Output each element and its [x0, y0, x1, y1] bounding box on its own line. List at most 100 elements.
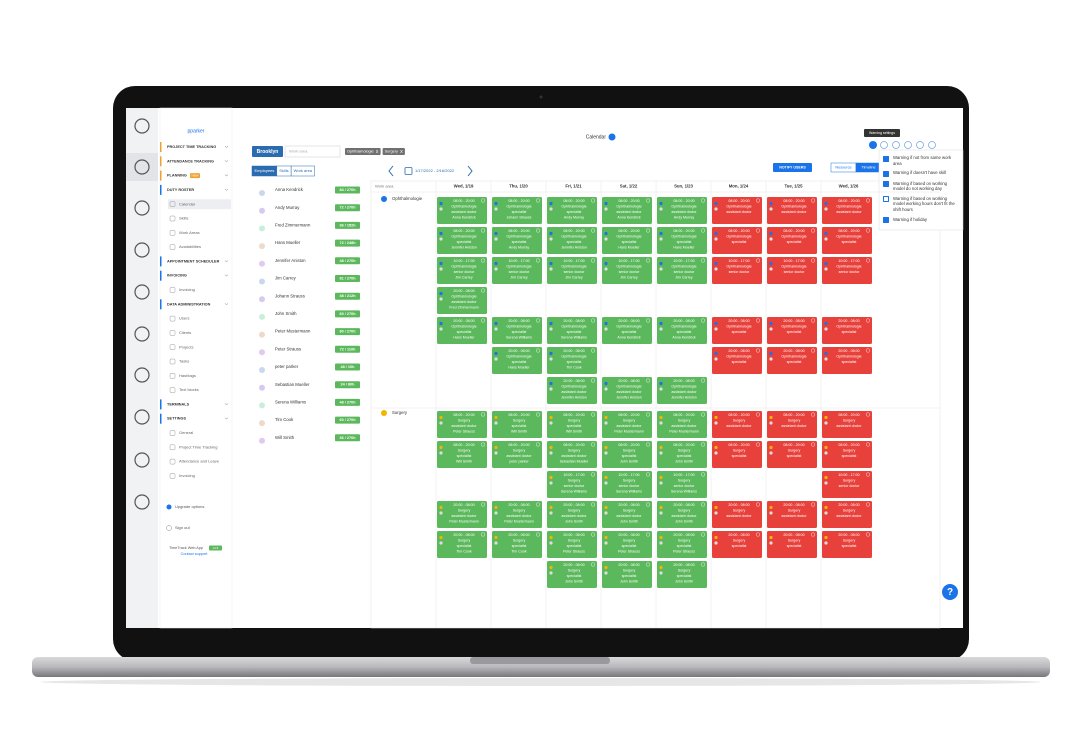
shift[interactable] [822, 471, 872, 498]
shift[interactable] [437, 531, 487, 558]
nav-section[interactable]: APPOINTMENT SCHEDULER [167, 259, 220, 263]
employee-name[interactable]: John Smith [275, 311, 297, 316]
shift[interactable] [602, 531, 652, 558]
sidebar-icon[interactable] [134, 200, 150, 216]
nav-section[interactable]: ATTENDANCE TRACKING [167, 159, 214, 163]
nav-item[interactable]: Tasks [179, 359, 189, 364]
shift[interactable] [437, 197, 487, 224]
shift[interactable] [822, 197, 872, 224]
shift[interactable] [657, 561, 707, 588]
filter-chip[interactable] [345, 148, 381, 155]
nav-item[interactable]: Projects [179, 344, 193, 349]
shift[interactable] [767, 257, 817, 284]
toolbar-icon[interactable] [916, 141, 924, 149]
upgrade-link[interactable]: Upgrade options [175, 504, 204, 509]
chip-close[interactable] [375, 149, 379, 154]
toolbar-icon[interactable] [928, 141, 936, 149]
sidebar-icon[interactable] [134, 284, 150, 300]
shift[interactable] [657, 227, 707, 254]
shift[interactable] [657, 377, 707, 404]
nav-item[interactable]: Work Areas [179, 230, 200, 235]
warning-item[interactable]: Warning if based on working model do not… [883, 181, 959, 192]
filter-chip[interactable] [382, 148, 405, 155]
shift[interactable] [602, 411, 652, 438]
sidebar-icon[interactable] [134, 452, 150, 468]
work-area-input[interactable] [284, 145, 341, 158]
shift[interactable] [712, 257, 762, 284]
notify-button[interactable] [773, 163, 812, 172]
warning-settings-icon[interactable] [869, 141, 877, 149]
employee-name[interactable]: Tim Cook [275, 417, 294, 422]
shift[interactable] [712, 197, 762, 224]
shift[interactable] [602, 501, 652, 528]
shift[interactable] [767, 501, 817, 528]
shift[interactable] [437, 227, 487, 254]
nav-item[interactable]: Skills [179, 216, 188, 221]
toolbar-icon[interactable] [892, 141, 900, 149]
shift[interactable] [547, 501, 597, 528]
employee-name[interactable]: Jennifer Aniston [275, 258, 306, 263]
shift[interactable] [822, 441, 872, 468]
shift[interactable] [602, 471, 652, 498]
nav-item[interactable]: Calendar [179, 201, 196, 206]
checkbox[interactable] [883, 181, 889, 188]
shift[interactable] [492, 227, 542, 254]
shift[interactable] [767, 441, 817, 468]
shift[interactable] [492, 347, 542, 374]
shift[interactable] [657, 257, 707, 284]
shift[interactable] [602, 257, 652, 284]
employee-name[interactable]: Johann Strauss [275, 293, 305, 298]
checkbox[interactable] [883, 196, 889, 203]
shift[interactable] [712, 501, 762, 528]
shift[interactable] [767, 411, 817, 438]
shift[interactable] [657, 317, 707, 344]
shift[interactable] [712, 317, 762, 344]
shift[interactable] [767, 317, 817, 344]
employee-name[interactable]: Jim Carrey [275, 276, 297, 281]
shift[interactable] [657, 501, 707, 528]
nav-item[interactable]: Hashtags [179, 373, 196, 378]
employee-name[interactable]: Sebastian Mueller [275, 382, 310, 387]
shift[interactable] [437, 257, 487, 284]
employee-name[interactable]: Fred Zimmermann [275, 223, 311, 228]
shift[interactable] [437, 287, 487, 314]
shift[interactable] [437, 411, 487, 438]
shift[interactable] [712, 227, 762, 254]
shift[interactable] [822, 317, 872, 344]
nav-item[interactable]: Clients [179, 330, 191, 335]
employee-name[interactable]: Serena Williams [275, 400, 306, 405]
contact-support[interactable]: Contact support [181, 552, 209, 556]
shift[interactable] [767, 347, 817, 374]
sidebar-icon[interactable] [134, 242, 150, 258]
shift[interactable] [657, 197, 707, 224]
location-button[interactable] [252, 146, 283, 157]
shift[interactable] [657, 471, 707, 498]
shift[interactable] [492, 257, 542, 284]
shift[interactable] [767, 531, 817, 558]
sidebar-icon[interactable] [134, 494, 150, 510]
shift[interactable] [712, 531, 762, 558]
toolbar-icon[interactable] [880, 141, 888, 149]
shift[interactable] [602, 441, 652, 468]
shift[interactable] [492, 531, 542, 558]
nav-section[interactable]: PLANNING [167, 174, 187, 178]
shift[interactable] [822, 257, 872, 284]
shift[interactable] [822, 531, 872, 558]
employee-name[interactable]: Hans Mueller [275, 240, 301, 245]
shift[interactable] [822, 347, 872, 374]
shift[interactable] [547, 257, 597, 284]
toolbar-icon[interactable] [904, 141, 912, 149]
shift[interactable] [712, 347, 762, 374]
shift[interactable] [492, 197, 542, 224]
employee-name[interactable]: Peter Mustermann [275, 329, 311, 334]
employee-name[interactable]: Anna Kendrick [275, 187, 304, 192]
shift[interactable] [602, 561, 652, 588]
sidebar-icon[interactable] [134, 159, 150, 175]
nav-item[interactable]: Availabilities [179, 244, 201, 249]
shift[interactable] [657, 531, 707, 558]
shift[interactable] [492, 441, 542, 468]
shift[interactable] [437, 501, 487, 528]
nav-item[interactable]: Project Time Tracking [179, 444, 217, 449]
shift[interactable] [437, 441, 487, 468]
shift[interactable] [547, 561, 597, 588]
